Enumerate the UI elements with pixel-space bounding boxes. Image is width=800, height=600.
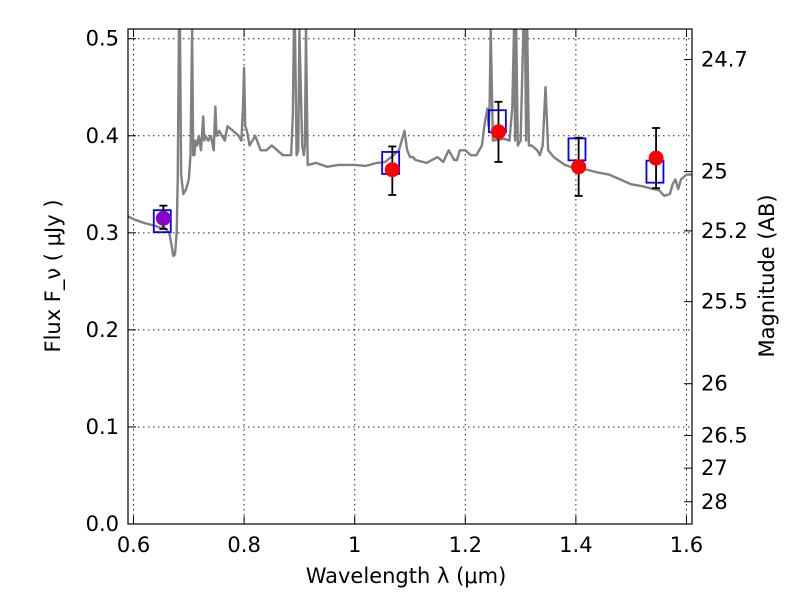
plot-area [128,29,692,258]
model-spectrum-line [128,29,692,258]
y-tick-label: 0.0 [86,512,119,536]
x-tick-label: 1 [348,533,361,557]
x-axis-label: Wavelength λ (μm) [306,564,507,588]
axis-ticks [128,29,692,525]
y-axis-label: Flux F_ν ( μJy ) [41,199,66,352]
x-tick-label: 1.6 [670,533,703,557]
x-tick-label: 0.8 [227,533,260,557]
plot-frame [127,28,693,525]
y-tick-label: 0.2 [86,318,119,342]
magnitude-tick-label: 26 [701,372,728,396]
y-tick-label: 0.1 [86,415,119,439]
x-tick-label: 1.2 [449,533,482,557]
observed-points [155,100,664,230]
observed-flux-point [384,162,400,178]
magnitude-tick-label: 25 [701,160,728,184]
tick-labels: 0.6 0.8 1 1.2 1.4 1.6 0.0 0.1 0.2 0.3 0.4 0.5 24.7 25… [86,27,748,557]
magnitude-tick-label: 28 [701,490,728,514]
plot-background [128,29,692,524]
magnitude-tick-label: 26.5 [701,423,748,447]
x-tick-label: 1.4 [559,533,592,557]
y-tick-label: 0.3 [86,221,119,245]
y-tick-label: 0.4 [86,124,119,148]
magnitude-tick-label: 25.5 [701,290,748,314]
observed-flux-point [571,159,587,175]
magnitude-tick-label: 27 [701,456,728,480]
observed-flux-point [648,150,664,166]
magnitude-tick-label: 25.2 [701,219,748,243]
observed-flux-point [490,124,506,140]
observed-flux-point [155,210,171,226]
y-tick-label: 0.5 [86,27,119,51]
y-axis-right-label: Magnitude (AB) [755,194,779,357]
magnitude-tick-label: 24.7 [701,47,748,71]
model-band-box [152,209,172,234]
x-tick-label: 0.6 [117,533,150,557]
